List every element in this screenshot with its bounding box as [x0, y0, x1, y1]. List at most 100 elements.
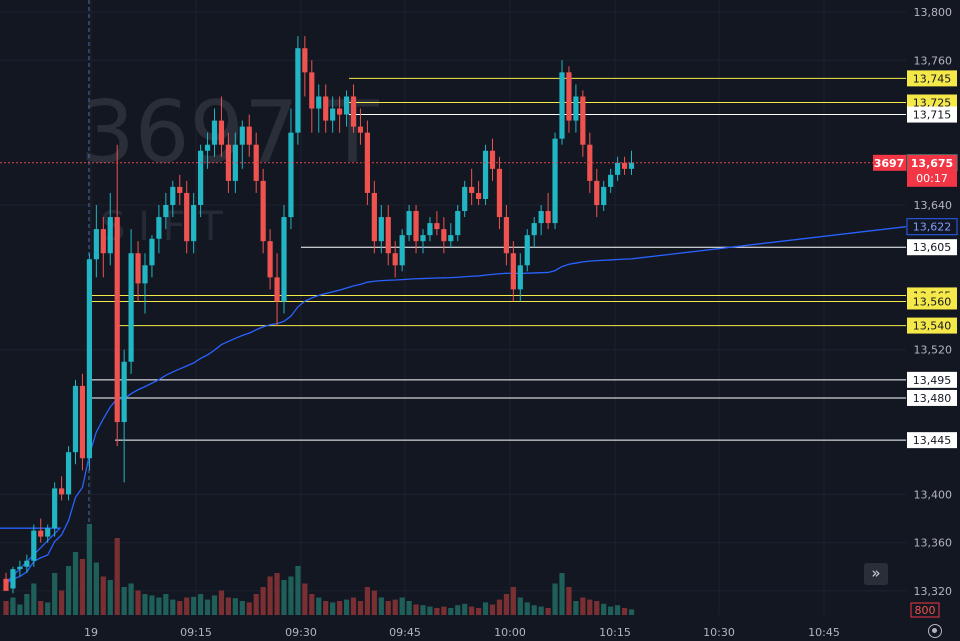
volume-bar [531, 605, 537, 615]
candle-body [510, 253, 516, 290]
candle-body [142, 265, 148, 284]
candle-body [274, 277, 280, 302]
volume-bar [337, 601, 343, 615]
candle-body [177, 186, 183, 193]
volume-bar [10, 597, 16, 615]
candle-body [302, 48, 308, 73]
volume-bar [45, 602, 51, 615]
time-tick-label: 10:15 [599, 626, 631, 639]
symbol-tag-text: 3697 [874, 157, 905, 170]
price-tick-label: 13,760 [914, 54, 953, 67]
time-axis: 19 09:15 09:30 09:45 10:00 10:15 10:30 10:45 [0, 620, 906, 641]
volume-bar [163, 594, 169, 615]
volume-bar [510, 587, 516, 615]
price-label-text: 13,480 [913, 392, 952, 405]
volume-bar [392, 599, 398, 615]
candle-body [281, 217, 287, 302]
volume-bar [420, 605, 426, 615]
settings-gear-icon[interactable] [928, 624, 942, 638]
candle-body [489, 150, 496, 169]
candle-body [239, 126, 245, 145]
price-label-box [906, 218, 958, 236]
price-label-box [907, 389, 957, 406]
volume-bar [177, 601, 183, 615]
price-label-box [907, 70, 957, 87]
volume-bar [316, 597, 322, 615]
volume-bar [357, 601, 364, 615]
price-label-text: 13,445 [913, 434, 952, 447]
candle-body [566, 72, 572, 121]
scroll-to-realtime-button[interactable]: » [864, 563, 888, 585]
price-label-box [907, 239, 957, 256]
time-tick-label: 09:15 [180, 626, 212, 639]
candle-body [52, 488, 58, 529]
candle-body [316, 96, 322, 109]
volume-bar [225, 597, 231, 615]
price-label-text: 13,605 [913, 241, 952, 254]
volume-bar [288, 576, 294, 615]
volume-bar [573, 601, 579, 615]
candle-body [86, 259, 92, 459]
price-label-text: 13,495 [913, 374, 952, 387]
volume-bar [559, 573, 565, 615]
volume-bar [184, 597, 190, 615]
candle-body [371, 192, 377, 242]
volume-bar [149, 595, 155, 615]
vwap-line [0, 226, 907, 584]
volume-bar [38, 601, 44, 615]
grid [0, 0, 906, 615]
volume-bar [17, 604, 23, 615]
volume-bar [427, 606, 433, 615]
volume-bar [302, 583, 308, 615]
volume-bar [100, 576, 106, 615]
candle-body [434, 223, 440, 230]
volume-bar [309, 594, 315, 615]
candle-body [385, 217, 391, 254]
candle-body [218, 120, 225, 145]
candle-body [628, 162, 635, 169]
volume-bar [538, 606, 544, 615]
price-tick-label: 13,320 [914, 585, 953, 598]
volume-bar [371, 590, 377, 615]
volume-bar [274, 573, 280, 615]
candle-body [573, 96, 579, 121]
volume-bar [330, 602, 336, 615]
candle-body [232, 144, 238, 181]
candle-body [267, 241, 273, 278]
candle-body [538, 211, 544, 224]
candle-body [31, 530, 37, 561]
volume-bar [170, 599, 176, 615]
volume-bar [246, 602, 252, 615]
price-tick-label: 13,640 [914, 199, 953, 212]
volume-bar [24, 594, 30, 615]
price-label-text: 13,745 [913, 72, 952, 85]
price-label-text: 13,560 [913, 295, 952, 308]
price-label-text: 13,622 [913, 221, 952, 234]
volume-bar [107, 580, 113, 615]
price-label-box [907, 371, 957, 388]
time-tick-label: 10:00 [494, 626, 526, 639]
candle-body [580, 96, 586, 145]
volume-bar [142, 594, 148, 615]
volume-bar [323, 601, 329, 615]
candle-body [427, 223, 433, 236]
volume-bar [267, 576, 273, 615]
candle-body [621, 162, 628, 169]
candle-body [462, 186, 468, 212]
volume-bar [281, 580, 287, 615]
candle-body [399, 235, 405, 266]
volume-bar [114, 538, 120, 615]
volume-bar [580, 597, 586, 615]
volume-bar [232, 598, 238, 615]
candle-body [448, 235, 454, 242]
volume-bar [455, 605, 461, 615]
volume-bar [462, 603, 468, 615]
volume-bar [218, 590, 225, 615]
volume-bar [65, 566, 72, 615]
candle-body [288, 132, 294, 218]
candle-body [455, 211, 461, 236]
candle-body [10, 569, 16, 589]
